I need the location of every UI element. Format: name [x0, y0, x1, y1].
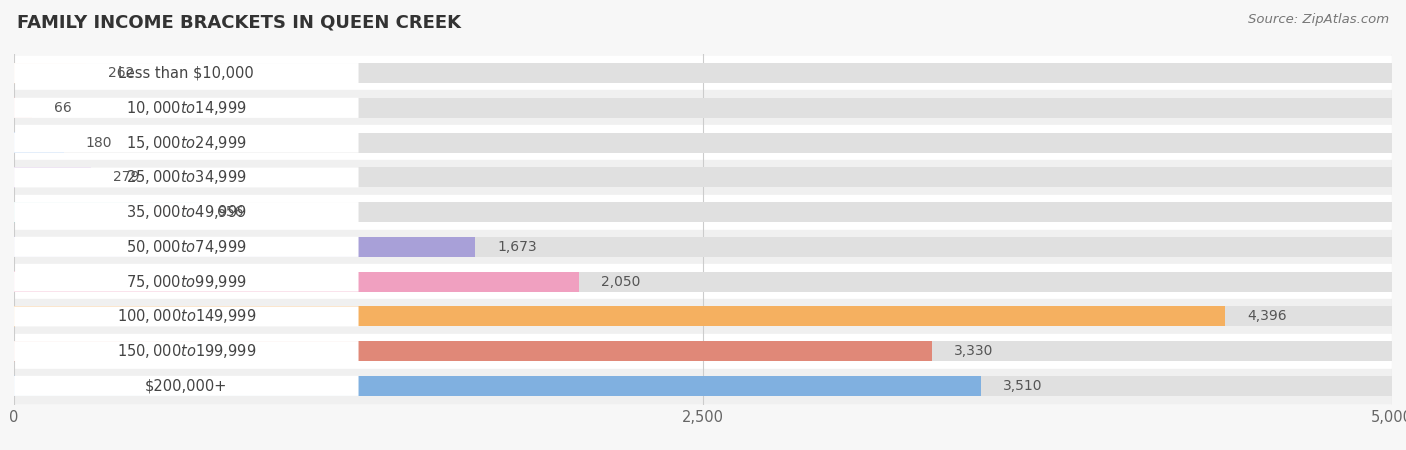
Text: 1,673: 1,673	[498, 240, 537, 254]
Text: 3,510: 3,510	[1004, 379, 1043, 393]
Bar	[14, 376, 1392, 396]
Text: $25,000 to $34,999: $25,000 to $34,999	[127, 168, 246, 186]
Text: 2,050: 2,050	[600, 274, 640, 288]
Text: $35,000 to $49,999: $35,000 to $49,999	[127, 203, 246, 221]
Text: 4,396: 4,396	[1247, 310, 1286, 324]
Bar	[14, 306, 1226, 326]
FancyBboxPatch shape	[14, 306, 359, 326]
Text: $75,000 to $99,999: $75,000 to $99,999	[127, 273, 246, 291]
Text: 279: 279	[112, 171, 139, 184]
Bar	[14, 376, 981, 396]
Bar	[14, 167, 91, 188]
Bar	[0, 369, 1406, 403]
Bar	[14, 63, 86, 83]
Bar	[14, 271, 1392, 292]
Text: $50,000 to $74,999: $50,000 to $74,999	[127, 238, 246, 256]
Bar	[14, 271, 579, 292]
Bar	[0, 90, 1406, 125]
Bar	[0, 56, 1406, 90]
Text: $100,000 to $149,999: $100,000 to $149,999	[117, 307, 256, 325]
Bar	[0, 334, 1406, 369]
Text: $150,000 to $199,999: $150,000 to $199,999	[117, 342, 256, 360]
Text: 262: 262	[108, 66, 135, 80]
FancyBboxPatch shape	[14, 167, 359, 188]
Bar	[14, 341, 932, 361]
FancyBboxPatch shape	[14, 237, 359, 257]
Bar	[14, 202, 1392, 222]
FancyBboxPatch shape	[14, 271, 359, 292]
Bar	[14, 133, 1392, 153]
Text: Source: ZipAtlas.com: Source: ZipAtlas.com	[1249, 14, 1389, 27]
Text: 66: 66	[55, 101, 72, 115]
Bar	[0, 195, 1406, 230]
Bar	[14, 237, 1392, 257]
Text: 656: 656	[217, 205, 243, 219]
Bar	[0, 125, 1406, 160]
Bar	[14, 202, 195, 222]
Bar	[14, 133, 63, 153]
Bar	[14, 63, 1392, 83]
Bar	[0, 160, 1406, 195]
Bar	[14, 98, 1392, 118]
Bar	[14, 306, 1392, 326]
FancyBboxPatch shape	[14, 202, 359, 222]
FancyBboxPatch shape	[14, 98, 359, 118]
Bar	[0, 264, 1406, 299]
Bar	[14, 98, 32, 118]
Bar	[14, 341, 1392, 361]
Text: 3,330: 3,330	[953, 344, 993, 358]
FancyBboxPatch shape	[14, 133, 359, 153]
Text: FAMILY INCOME BRACKETS IN QUEEN CREEK: FAMILY INCOME BRACKETS IN QUEEN CREEK	[17, 14, 461, 32]
Text: $15,000 to $24,999: $15,000 to $24,999	[127, 134, 246, 152]
FancyBboxPatch shape	[14, 341, 359, 361]
Bar	[0, 299, 1406, 334]
FancyBboxPatch shape	[14, 63, 359, 83]
Bar	[0, 230, 1406, 264]
Text: $10,000 to $14,999: $10,000 to $14,999	[127, 99, 246, 117]
Bar	[14, 167, 1392, 188]
Bar	[14, 237, 475, 257]
Text: 180: 180	[86, 135, 112, 149]
Text: Less than $10,000: Less than $10,000	[118, 66, 254, 81]
Text: $200,000+: $200,000+	[145, 378, 228, 393]
FancyBboxPatch shape	[14, 376, 359, 396]
